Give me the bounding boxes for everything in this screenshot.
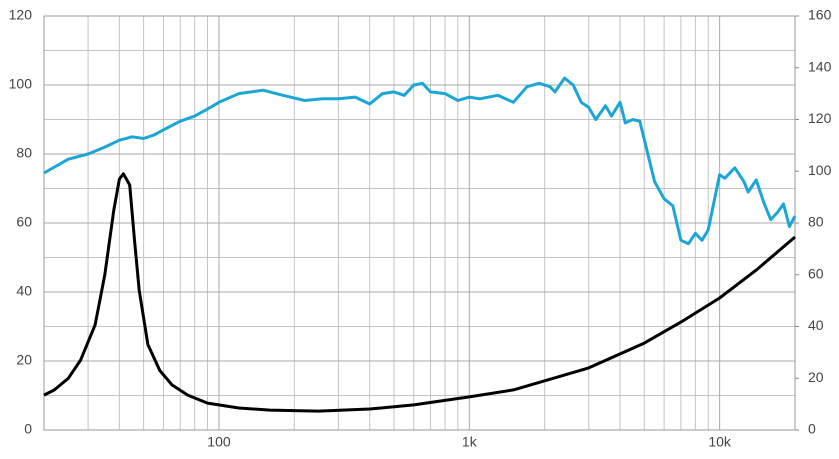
y2-tick-label: 20 — [808, 369, 824, 385]
y-tick-label: 0 — [24, 421, 32, 437]
y-tick-label: 120 — [9, 7, 33, 23]
y2-tick-label: 60 — [808, 265, 824, 281]
y2-tick-label: 140 — [808, 58, 832, 74]
y-tick-label: 80 — [16, 145, 32, 161]
series-line — [43, 172, 796, 413]
series-line — [43, 76, 797, 246]
x-tick-label: 100 — [207, 434, 231, 450]
y-tick-label: 20 — [16, 352, 32, 368]
y2-tick-label: 0 — [808, 421, 816, 437]
y-tick-label: 60 — [16, 214, 32, 230]
y2-tick-label: 40 — [808, 317, 824, 333]
y2-tick-label: 120 — [808, 110, 832, 126]
x-tick-label: 1k — [462, 434, 478, 450]
x-tick-label: 10k — [708, 434, 732, 450]
y-tick-label: 40 — [16, 283, 32, 299]
y2-tick-label: 100 — [808, 162, 832, 178]
y2-tick-label: 160 — [808, 7, 832, 23]
plot-frame — [43, 15, 796, 431]
y-tick-label: 100 — [9, 76, 33, 92]
y2-tick-label: 80 — [808, 214, 824, 230]
